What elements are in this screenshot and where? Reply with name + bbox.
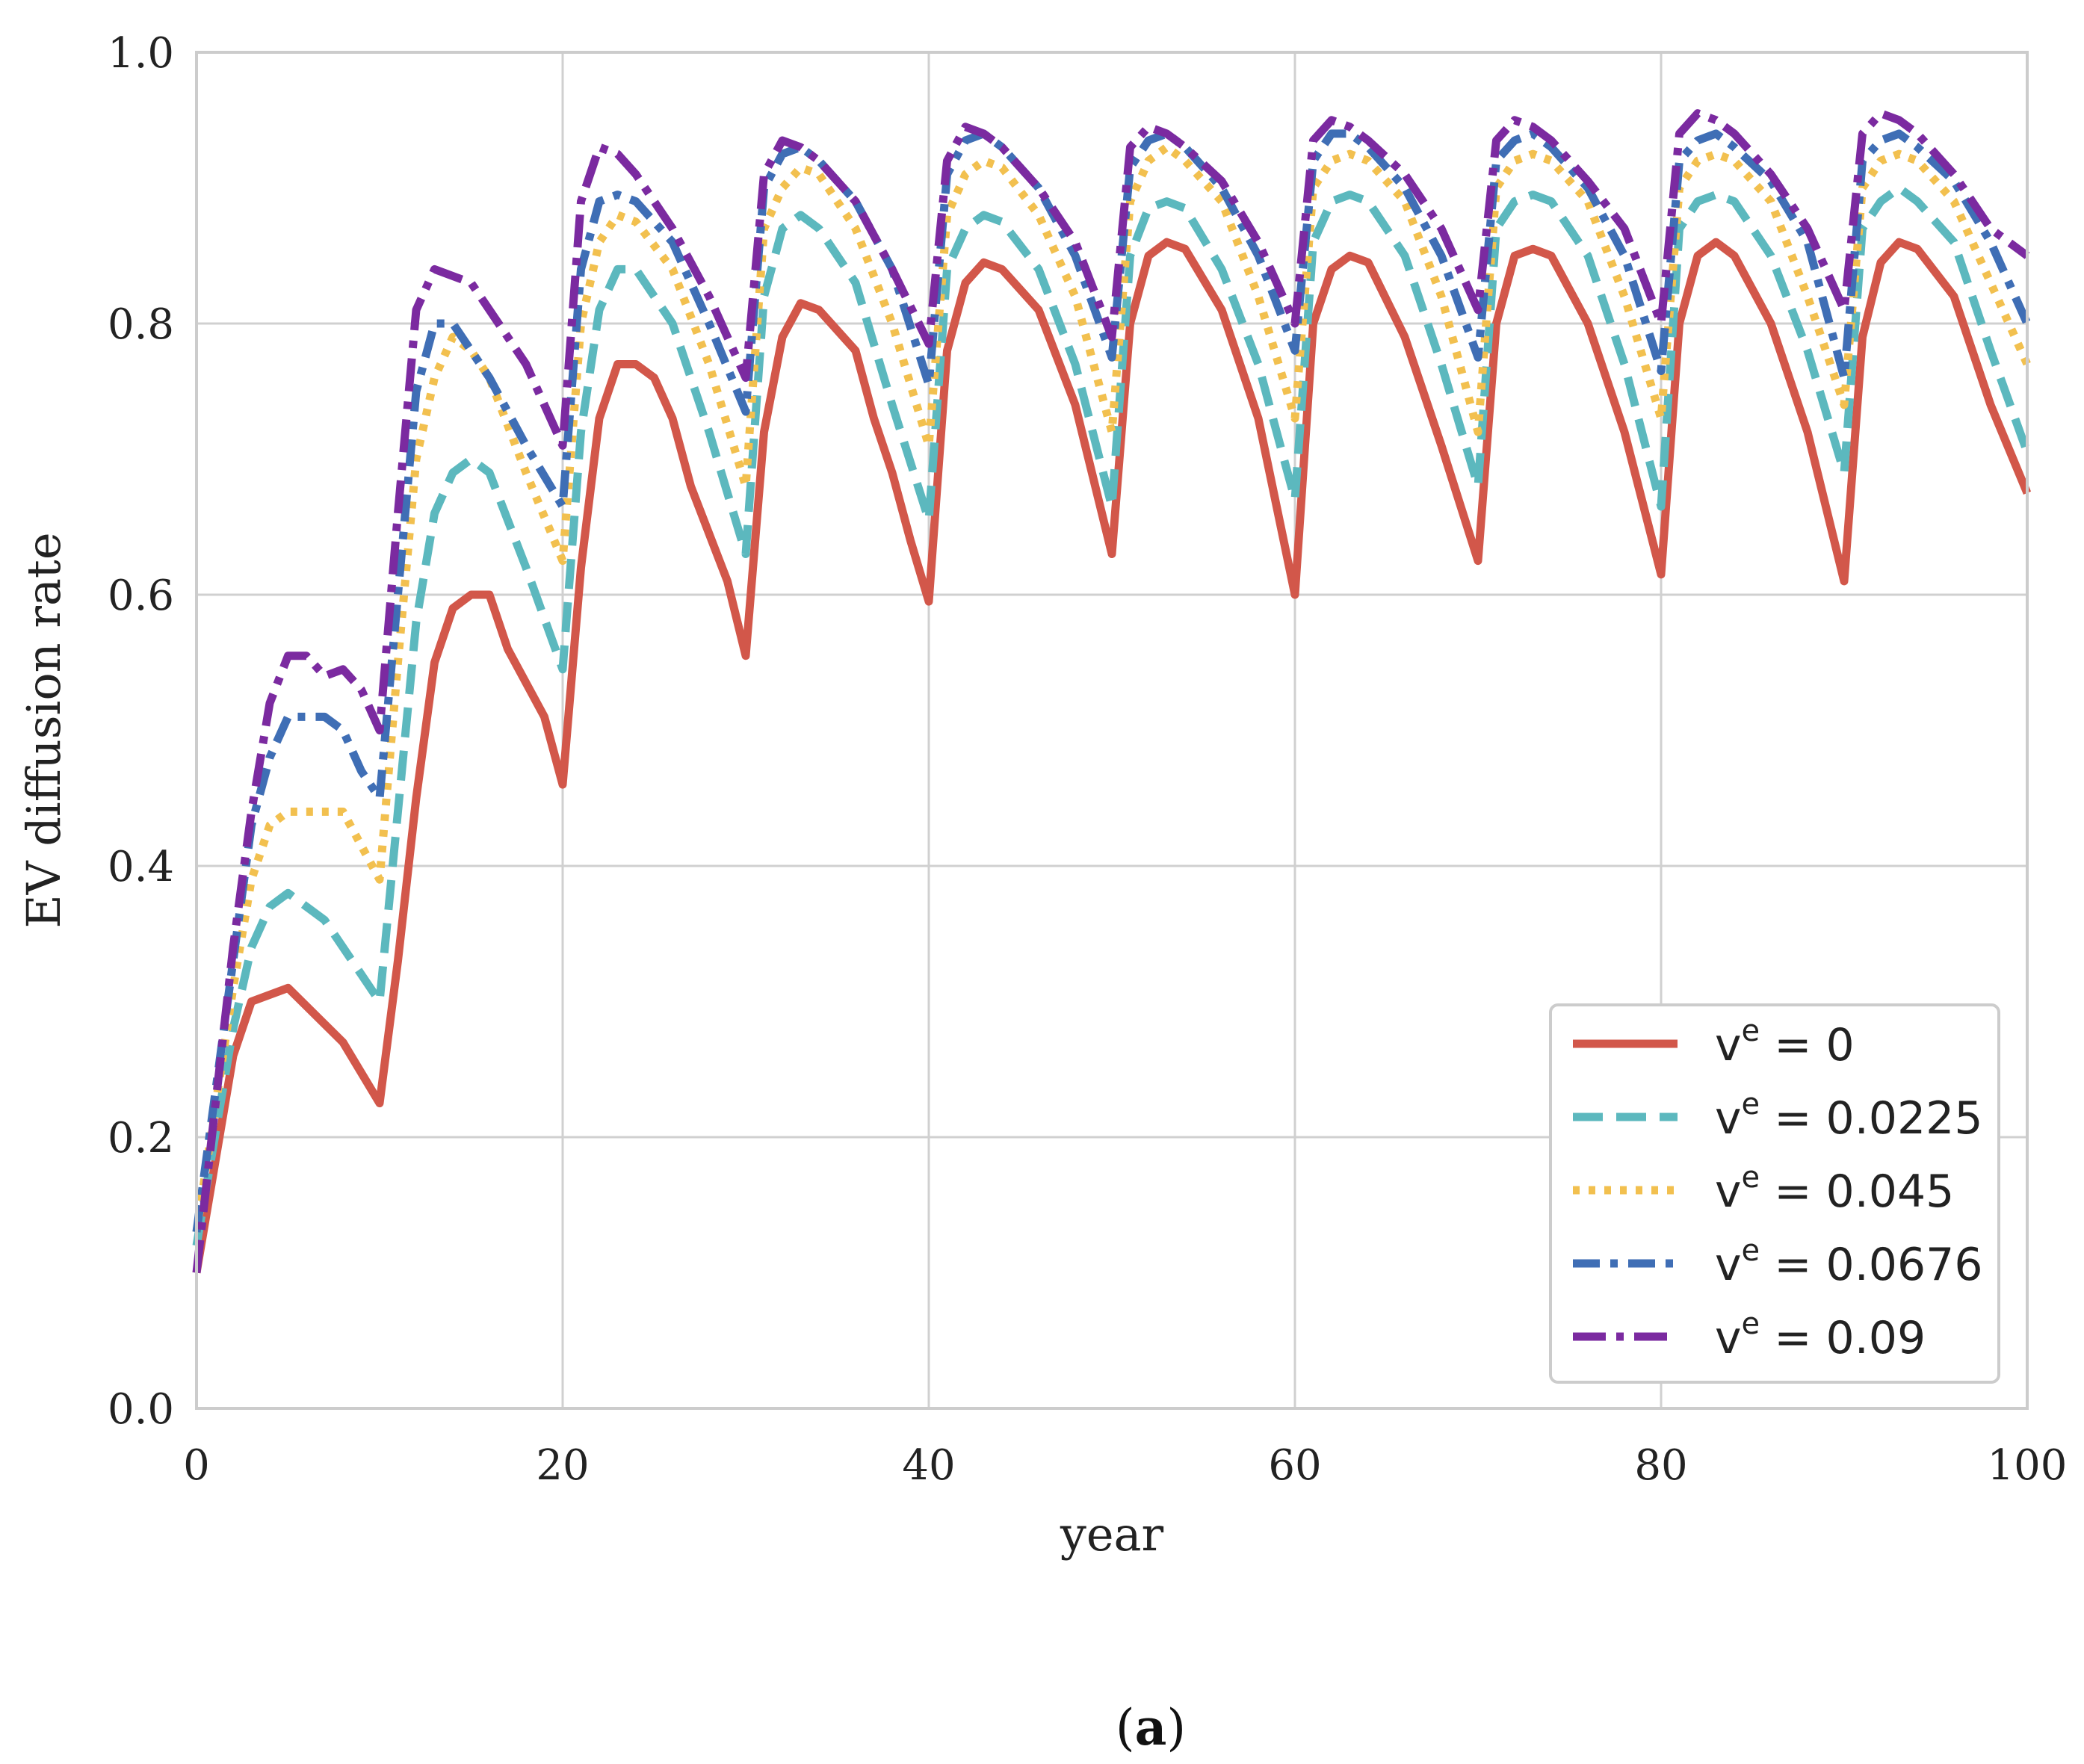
- y-tick-label: 0.4: [108, 843, 174, 891]
- series-line-1: [192, 184, 2032, 1247]
- y-tick-label: 1.0: [108, 29, 174, 78]
- x-tick-label: 40: [902, 1441, 955, 1490]
- y-tick-label: 0.6: [108, 572, 174, 620]
- legend-equals: =: [1760, 1166, 1825, 1218]
- legend-value: 0.045: [1826, 1166, 1955, 1218]
- legend-var: v: [1715, 1312, 1742, 1364]
- legend-equals: =: [1760, 1019, 1825, 1071]
- legend-value: 0.0676: [1826, 1239, 1983, 1291]
- x-tick-label: 0: [183, 1441, 210, 1490]
- y-axis-label: EV diffusion rate: [16, 532, 71, 928]
- x-tick-labels: 0 20 40 60 80 100: [183, 1441, 2067, 1490]
- legend-equals: =: [1760, 1239, 1825, 1291]
- legend-equals: =: [1760, 1092, 1825, 1145]
- legend-entry-2: ve = 0.045: [1715, 1160, 1954, 1218]
- legend-equals: =: [1760, 1312, 1825, 1364]
- y-tick-label: 0.0: [108, 1385, 174, 1434]
- legend-entry-4: ve = 0.09: [1715, 1307, 1926, 1364]
- series-line-3: [192, 129, 2032, 1233]
- legend-value: 0: [1826, 1019, 1855, 1071]
- y-tick-label: 0.2: [108, 1114, 174, 1163]
- figure-caption: (a): [1116, 1698, 1186, 1757]
- x-axis-label: year: [1060, 1507, 1164, 1562]
- legend-var: v: [1715, 1166, 1742, 1218]
- caption-open: (: [1116, 1699, 1135, 1757]
- legend-superscript: e: [1742, 1160, 1760, 1195]
- series-layer: [192, 109, 2032, 1274]
- legend-superscript: e: [1742, 1307, 1760, 1341]
- legend-var: v: [1715, 1239, 1742, 1291]
- caption-letter: a: [1135, 1698, 1167, 1757]
- plot-frame: [195, 51, 2029, 1410]
- legend-value: 0.0225: [1826, 1092, 1983, 1145]
- caption-close: ): [1166, 1699, 1186, 1757]
- legend-entry-3: ve = 0.0676: [1715, 1234, 1983, 1291]
- x-tick-label: 20: [536, 1441, 589, 1490]
- legend-var: v: [1715, 1092, 1742, 1145]
- legend-value: 0.09: [1826, 1312, 1926, 1364]
- series-line-2: [192, 143, 2032, 1233]
- series-line-4: [192, 109, 2030, 1274]
- x-tick-label: 60: [1268, 1441, 1321, 1490]
- series-line-0: [192, 238, 2032, 1274]
- legend-superscript: e: [1742, 1234, 1760, 1268]
- x-tick-label: 80: [1634, 1441, 1687, 1490]
- y-tick-label: 0.8: [108, 300, 174, 349]
- legend-superscript: e: [1742, 1087, 1760, 1121]
- legend-box: [1549, 1003, 2000, 1384]
- y-tick-labels: 0.0 0.2 0.4 0.6 0.8 1.0: [108, 29, 174, 1434]
- legend-superscript: e: [1742, 1014, 1760, 1048]
- x-tick-label: 100: [1988, 1441, 2068, 1490]
- legend-var: v: [1715, 1019, 1742, 1071]
- legend-entry-1: ve = 0.0225: [1715, 1087, 1983, 1145]
- legend-entry-0: ve = 0: [1715, 1014, 1855, 1071]
